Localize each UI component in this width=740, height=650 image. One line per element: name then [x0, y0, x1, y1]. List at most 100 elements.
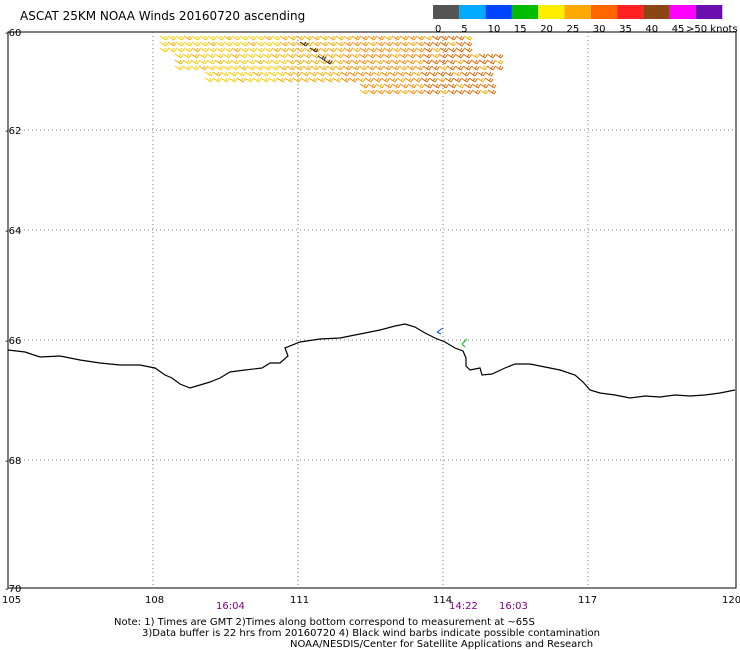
wind-barb — [247, 41, 257, 47]
legend-swatch — [669, 5, 696, 19]
antarctic-coastline — [7, 323, 736, 399]
wind-barb — [390, 53, 400, 59]
wind-barb — [238, 59, 248, 65]
wind-barb — [199, 47, 209, 53]
wind-barb — [183, 41, 193, 47]
wind-barb — [239, 47, 249, 53]
wind-barb — [311, 41, 321, 47]
wind-barb — [356, 77, 366, 83]
wind-barb — [190, 53, 200, 59]
longitude-labels: 105 108 111 114 117 120 — [2, 595, 740, 606]
wind-barb — [382, 53, 392, 59]
wind-barb — [214, 53, 224, 59]
wind-barb — [404, 77, 414, 83]
wind-barb — [174, 59, 184, 65]
wind-barb — [494, 59, 504, 65]
wind-barb — [436, 77, 446, 83]
wind-barb — [439, 89, 449, 95]
wind-barb — [367, 47, 377, 53]
wind-barb — [292, 77, 302, 83]
wind-barb — [159, 41, 169, 47]
wind-barb — [431, 41, 441, 47]
wind-barb — [262, 53, 272, 59]
wind-barb — [420, 71, 430, 77]
wind-barb — [310, 53, 320, 59]
wind-barb — [214, 65, 224, 71]
wind-barb — [463, 35, 473, 41]
wind-barb — [358, 59, 368, 65]
wind-barb — [446, 59, 456, 65]
wind-barb — [231, 47, 241, 53]
wind-barb — [327, 35, 337, 41]
wind-barb — [470, 65, 480, 71]
wind-barb — [415, 41, 425, 47]
graticule — [8, 32, 736, 588]
wind-barb — [399, 89, 409, 95]
legend-swatch — [617, 5, 644, 19]
wind-barb — [391, 89, 401, 95]
wind-barb — [452, 71, 462, 77]
wind-barb — [246, 59, 256, 65]
wind-barb — [159, 35, 169, 41]
wind-barb — [455, 89, 465, 95]
wind-barb — [230, 59, 240, 65]
wind-barb — [215, 35, 225, 41]
wind-barb — [223, 47, 233, 53]
wind-barb — [374, 65, 384, 71]
wind-barb — [317, 55, 327, 61]
wind-barb — [351, 47, 361, 53]
wind-barb — [287, 47, 297, 53]
wind-barb — [231, 41, 241, 47]
legend-tick-label: 10 — [488, 24, 501, 35]
wind-barb — [399, 83, 409, 89]
wind-barb — [326, 65, 336, 71]
legend-tick-label: 25 — [567, 24, 580, 35]
wind-barb — [268, 71, 278, 77]
wind-barb — [343, 35, 353, 41]
longitude-label: 114 — [433, 595, 452, 606]
legend-swatch — [485, 5, 512, 19]
wind-barb — [478, 65, 488, 71]
legend-tick-label: 5 — [461, 24, 467, 35]
wind-barb — [444, 71, 454, 77]
wind-barb — [460, 77, 470, 83]
wind-barb — [342, 53, 352, 59]
wind-barb — [438, 65, 448, 71]
wind-barb — [415, 47, 425, 53]
latitude-label: -68 — [5, 456, 21, 467]
wind-barb — [391, 83, 401, 89]
wind-barb — [228, 71, 238, 77]
wind-barb — [398, 59, 408, 65]
longitude-label: 105 — [2, 595, 21, 606]
longitude-label: 117 — [578, 595, 597, 606]
wind-barb — [334, 53, 344, 59]
wind-barb — [478, 59, 488, 65]
legend-swatch — [538, 5, 565, 19]
wind-barb — [447, 35, 457, 41]
wind-barb — [446, 53, 456, 59]
wind-barb — [447, 41, 457, 47]
pass-time-label: 16:03 — [499, 601, 528, 612]
wind-barb — [366, 65, 376, 71]
longitude-label: 120 — [722, 595, 740, 606]
wind-barb — [423, 83, 433, 89]
wind-barb — [444, 77, 454, 83]
wind-barb — [407, 89, 417, 95]
wind-barb — [391, 41, 401, 47]
wind-barb — [398, 65, 408, 71]
wind-barb — [439, 35, 449, 41]
wind-barb — [439, 47, 449, 53]
wind-barb — [302, 65, 312, 71]
wind-barb — [487, 83, 497, 89]
map-title: ASCAT 25KM NOAA Winds 20160720 ascending — [20, 9, 305, 23]
wind-barb — [271, 35, 281, 41]
wind-barb — [415, 35, 425, 41]
wind-barb — [191, 41, 201, 47]
wind-barb — [439, 83, 449, 89]
wind-barb — [230, 53, 240, 59]
wind-barb — [220, 71, 230, 77]
wind-barb — [327, 47, 337, 53]
wind-barb — [175, 47, 185, 53]
wind-barb — [414, 53, 424, 59]
wind-barb — [308, 71, 318, 77]
